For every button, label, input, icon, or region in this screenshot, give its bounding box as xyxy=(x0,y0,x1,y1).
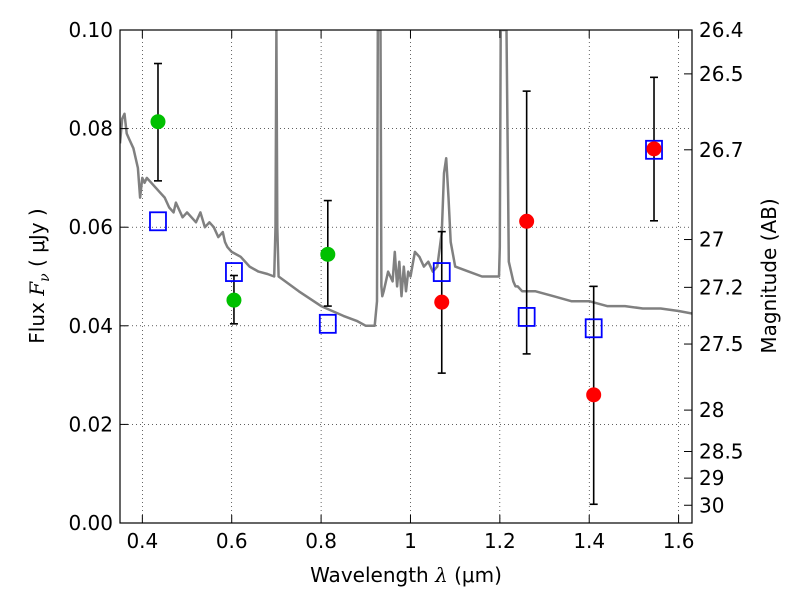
x-axis-label: Wavelength λ (μm) xyxy=(310,563,502,587)
model-point-square-4 xyxy=(517,307,536,327)
data-point-1-1 xyxy=(519,213,535,229)
data-point-0-0 xyxy=(150,114,166,130)
y2-axis-label: Magnitude (AB) xyxy=(757,198,781,353)
y2-tick-label-9: 30 xyxy=(699,493,724,517)
tick-layer: 0.4 0.6 0.8 1 1.2 1.4 1.6 0.00 0.02 0.04 0.06 0.08 0… xyxy=(68,18,743,553)
spectrum-layer xyxy=(120,30,692,328)
data-point-1-0 xyxy=(434,294,450,310)
x-tick-label-1: 0.6 xyxy=(216,529,248,553)
x-tick-label-5: 1.4 xyxy=(573,529,605,553)
y-tick-label-4: 0.08 xyxy=(68,117,113,141)
model-point-square-0 xyxy=(149,211,167,232)
y2-tick-label-0: 26.4 xyxy=(699,18,744,42)
y2-tick-label-6: 28 xyxy=(699,398,724,422)
x-tick-label-0: 0.4 xyxy=(126,529,158,553)
y2-tick-label-3: 27 xyxy=(699,228,724,252)
data-point-0-1 xyxy=(226,292,242,308)
y2-tick-label-1: 26.5 xyxy=(699,62,744,86)
model-spectrum-line xyxy=(120,30,692,328)
model-point-square-2 xyxy=(318,313,337,334)
data-point-1-3 xyxy=(646,141,662,157)
y2-tick-label-5: 27.5 xyxy=(699,332,744,356)
y2-tick-label-4: 27.2 xyxy=(699,275,744,299)
y-tick-label-0: 0.00 xyxy=(68,511,113,535)
model-point-square-6 xyxy=(645,139,663,160)
y-tick-label-1: 0.02 xyxy=(68,412,113,436)
plot-frame xyxy=(119,29,693,524)
data-point-0-2 xyxy=(320,246,336,262)
point-layer xyxy=(150,114,662,403)
y2-tick-label-7: 28.5 xyxy=(699,440,744,464)
model-point-square-3 xyxy=(432,262,451,282)
x-tick-label-4: 1.2 xyxy=(484,529,516,553)
model-point-square-1 xyxy=(225,262,243,282)
model-point-layer xyxy=(149,139,663,339)
model-point-square-5 xyxy=(584,318,603,339)
y-axis-label: Flux Fν ( μJy ) xyxy=(25,208,53,343)
x-tick-label-6: 1.6 xyxy=(663,529,695,553)
y-tick-label-5: 0.10 xyxy=(68,18,113,42)
y-tick-label-2: 0.04 xyxy=(68,314,113,338)
data-point-1-2 xyxy=(586,387,602,403)
y2-tick-label-2: 26.7 xyxy=(699,138,744,162)
y2-tick-label-8: 29 xyxy=(699,466,724,490)
y-tick-label-3: 0.06 xyxy=(68,215,113,239)
x-tick-label-3: 1 xyxy=(404,529,417,553)
x-tick-label-2: 0.8 xyxy=(305,529,337,553)
plot-background xyxy=(120,30,692,523)
